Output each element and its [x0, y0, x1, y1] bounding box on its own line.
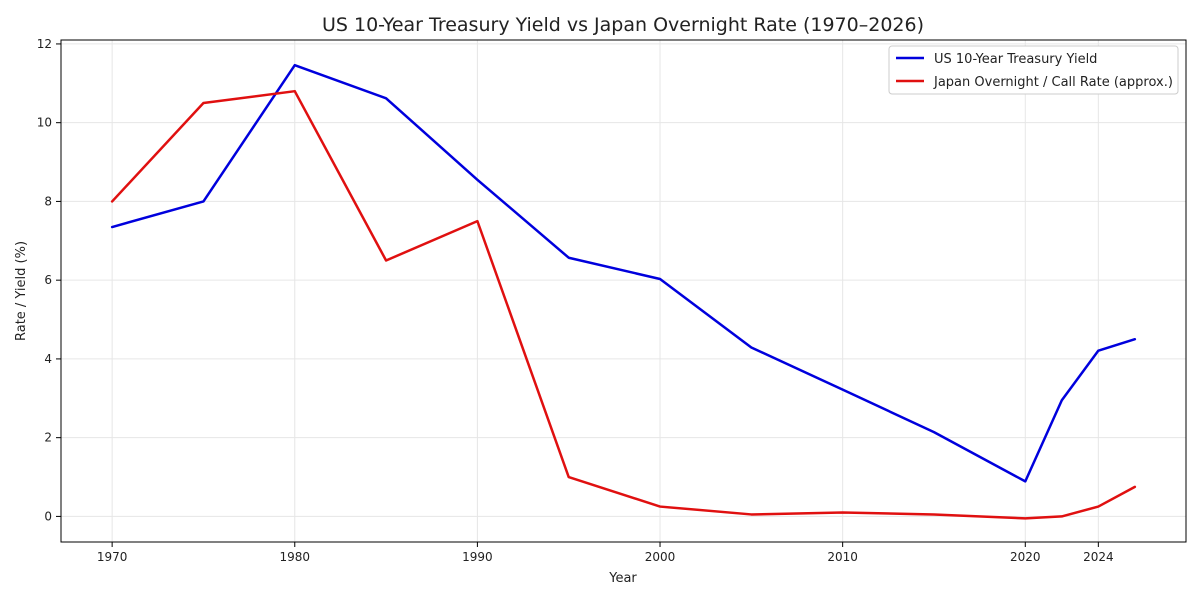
x-tick-label: 1970 [97, 550, 128, 564]
y-tick-label: 4 [44, 352, 52, 366]
x-axis: 1970 1980 1990 2000 2010 2020 2024 [97, 542, 1114, 564]
y-tick-label: 12 [37, 37, 52, 51]
y-axis-label: Rate / Yield (%) [14, 241, 29, 341]
y-tick-label: 10 [37, 116, 52, 130]
y-axis: 0 2 4 6 8 10 12 [37, 37, 61, 523]
x-tick-label: 2010 [827, 550, 858, 564]
x-tick-label: 1980 [279, 550, 310, 564]
y-tick-label: 0 [44, 509, 52, 523]
y-tick-label: 2 [44, 431, 52, 445]
x-tick-label: 2020 [1010, 550, 1041, 564]
grid [61, 40, 1186, 542]
x-tick-label: 2000 [645, 550, 676, 564]
y-tick-label: 6 [44, 273, 52, 287]
series-line-us-10y-treasury [110, 63, 1137, 483]
legend: US 10-Year Treasury Yield Japan Overnight… [888, 45, 1179, 95]
legend-entry: US 10-Year Treasury Yield [934, 52, 1097, 67]
series [110, 63, 1137, 520]
x-tick-label: 2024 [1083, 550, 1114, 564]
series-line-japan-overnight-rate [110, 89, 1137, 520]
legend-entry: Japan Overnight / Call Rate (approx.) [933, 75, 1173, 90]
x-tick-label: 1990 [462, 550, 493, 564]
y-tick-label: 8 [44, 194, 52, 208]
chart-title: US 10-Year Treasury Yield vs Japan Overn… [322, 14, 924, 36]
x-axis-label: Year [608, 571, 637, 586]
plot-area [60, 39, 1187, 543]
legend-box [888, 45, 1179, 95]
